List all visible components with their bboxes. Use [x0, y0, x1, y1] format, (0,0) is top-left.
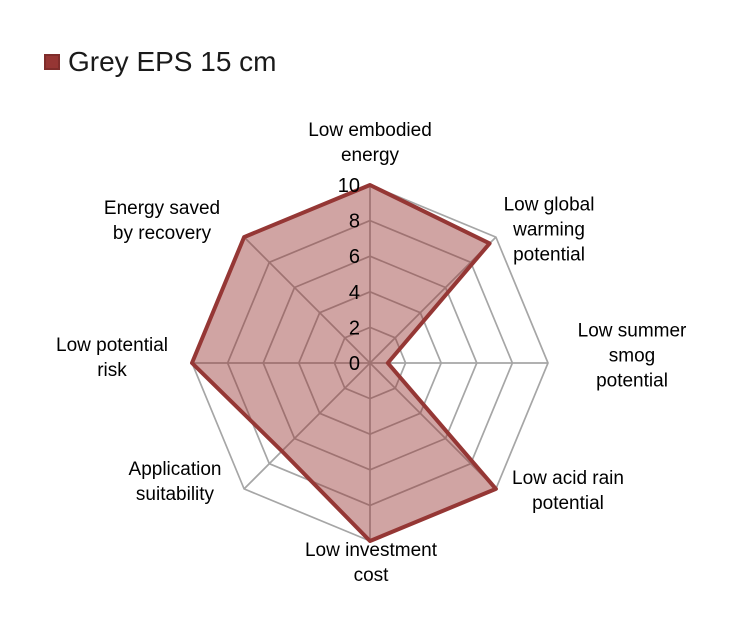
radial-tick-label: 2 [349, 317, 360, 339]
radial-tick-label: 6 [349, 246, 360, 268]
axis-label-low-global-warming: Low global warming potential [503, 194, 595, 266]
axis-label-low-investment-cost: Low investment cost [304, 540, 438, 586]
axis-label-low-summer-smog: Low summer smog potential [577, 320, 687, 392]
legend-label: Grey EPS 15 cm [68, 46, 277, 77]
radial-tick-label: 0 [349, 353, 360, 375]
radial-tick-label: 10 [338, 175, 360, 197]
radial-tick-label: 8 [349, 211, 360, 233]
axis-label-low-acid-rain: Low acid rain potential [512, 468, 624, 514]
radial-tick-labels: 0 2 4 6 8 10 [338, 175, 360, 375]
axis-label-application-suitability: Application suitability [128, 459, 222, 505]
axis-label-low-potential-risk: Low potential risk [56, 335, 168, 381]
legend-marker-icon [44, 54, 60, 70]
radial-tick-label: 4 [349, 282, 360, 304]
axis-label-low-embodied-energy: Low embodied energy [308, 120, 432, 166]
radar-series-grey-eps-15cm [190, 183, 498, 543]
axis-label-energy-saved-by-recovery: Energy saved by recovery [103, 198, 221, 244]
legend: Grey EPS 15 cm [44, 48, 277, 76]
